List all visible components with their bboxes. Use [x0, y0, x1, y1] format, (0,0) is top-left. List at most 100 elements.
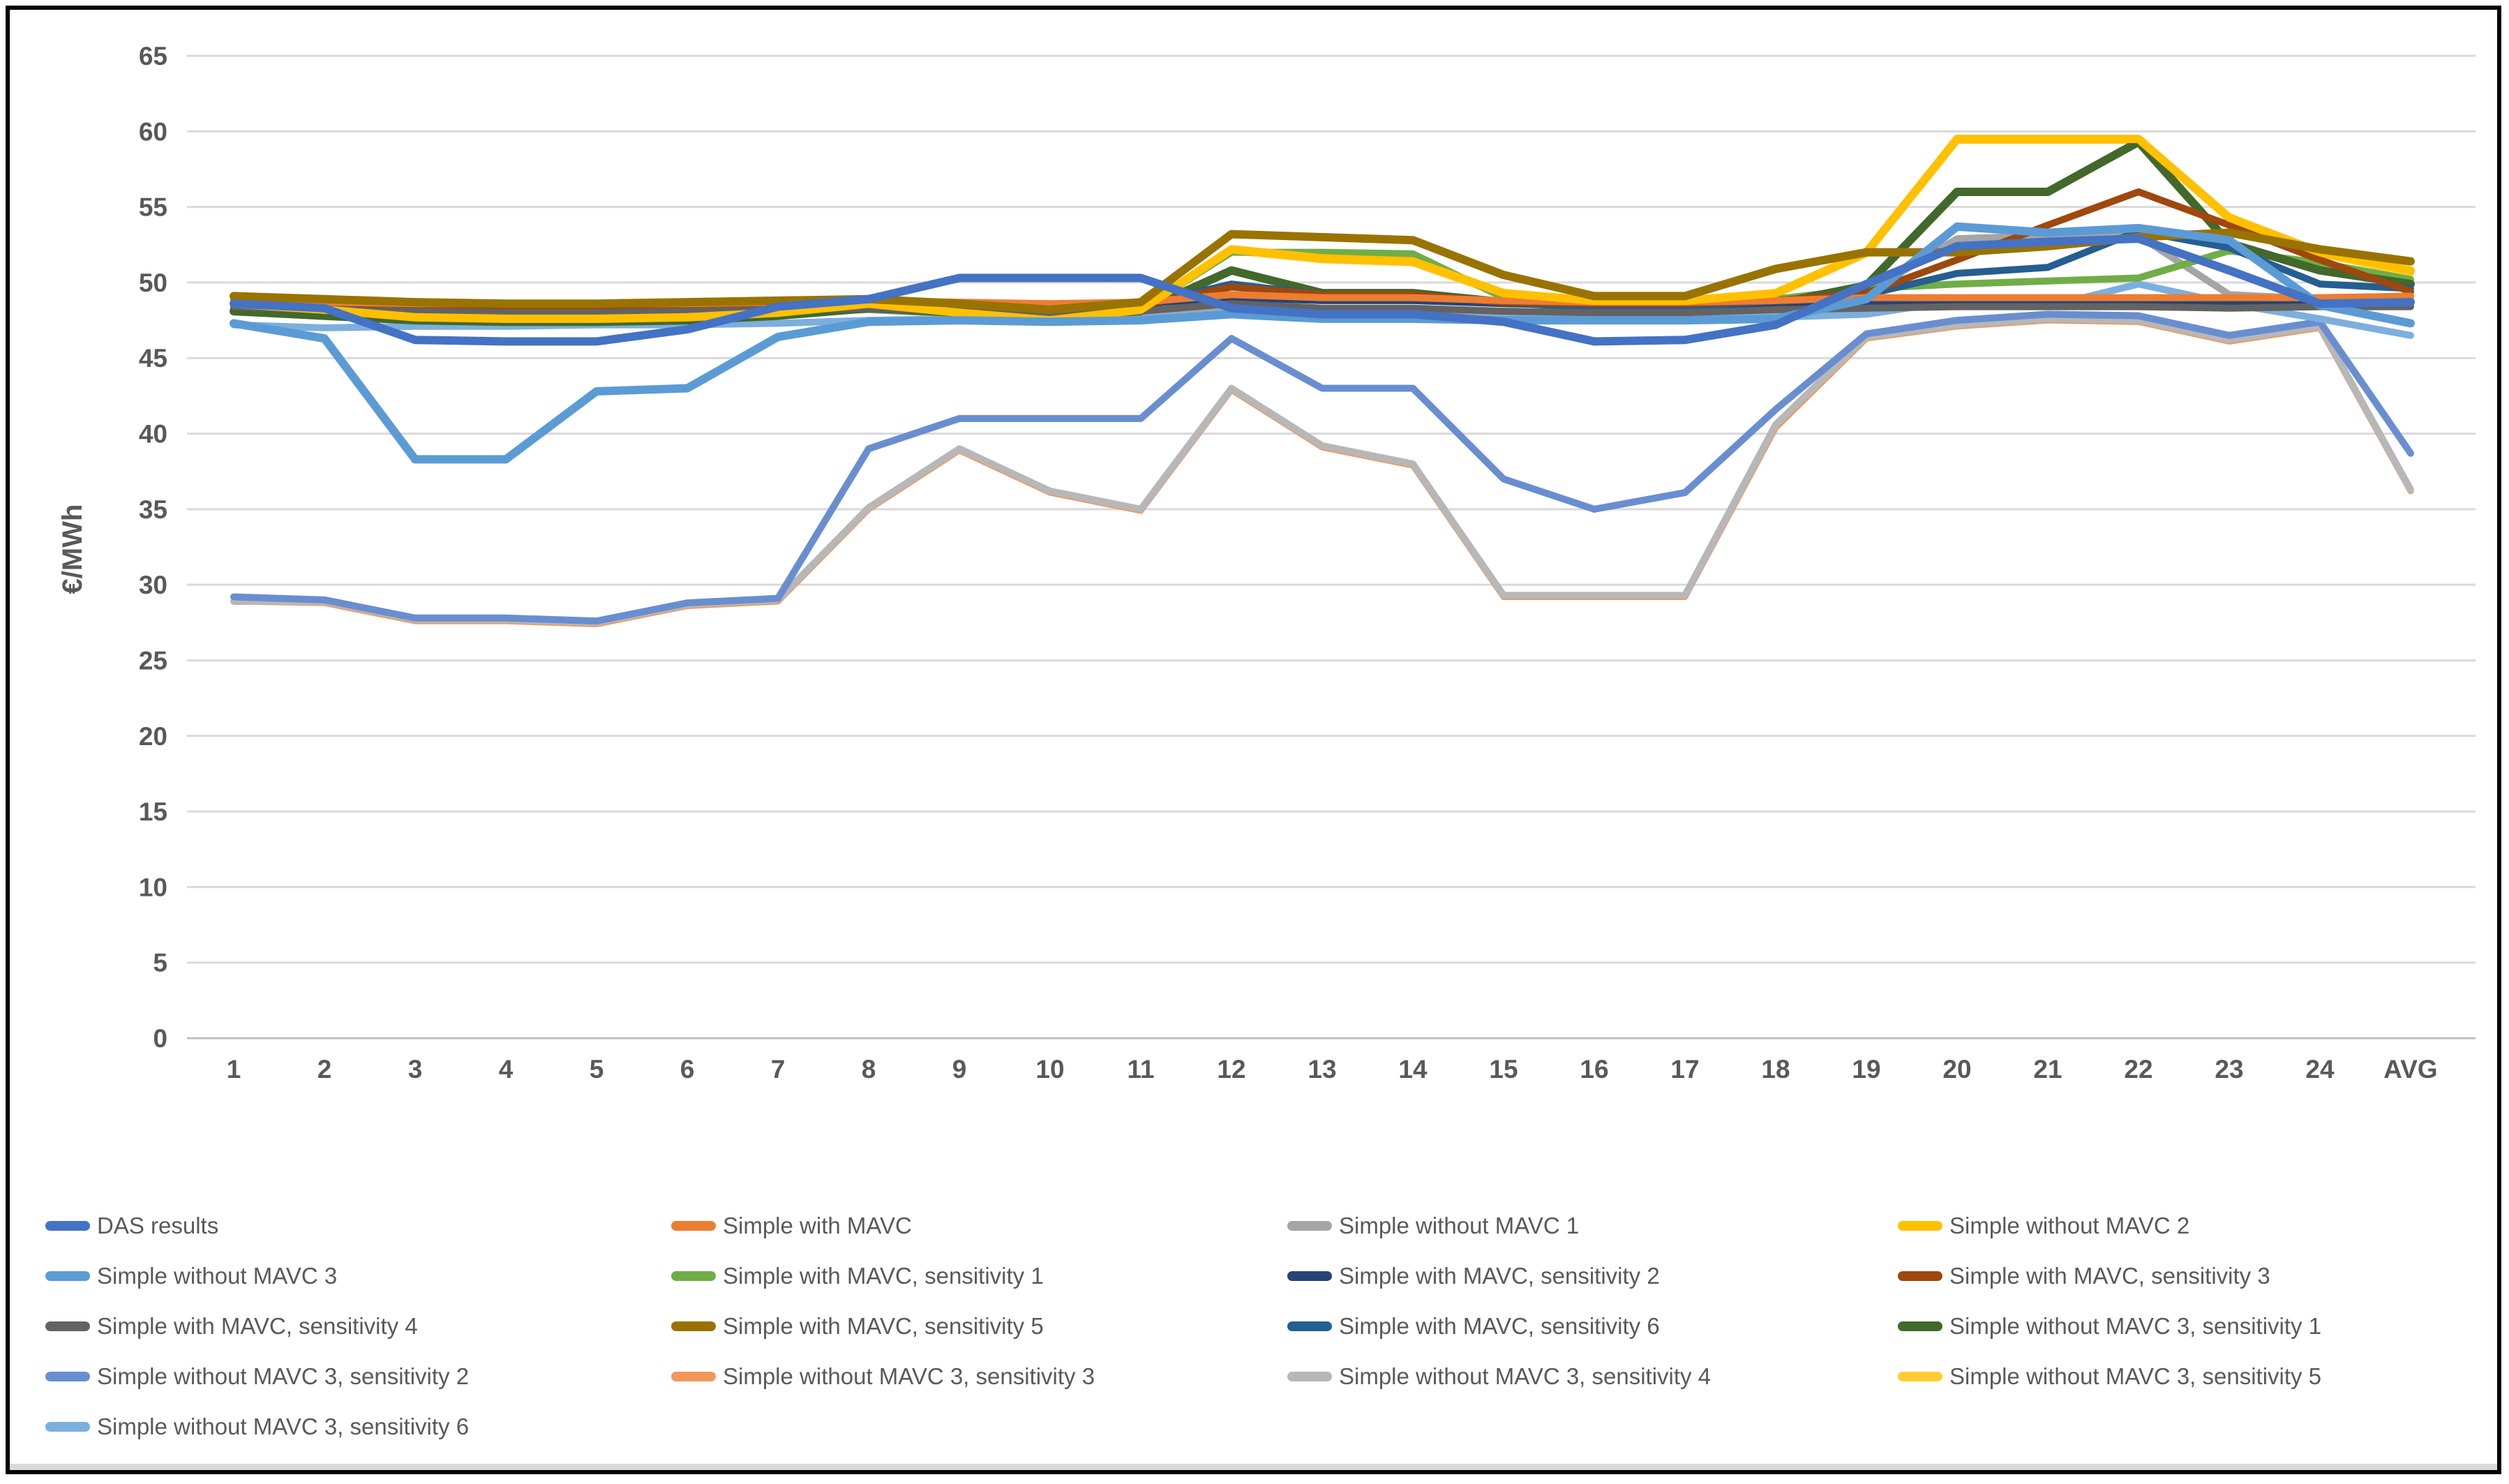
- series-line: [230, 222, 2415, 464]
- legend-swatch: [45, 1422, 90, 1432]
- legend-item: Simple without MAVC 3, sensitivity 1: [1898, 1312, 2321, 1340]
- x-tick-label: 24: [2305, 1055, 2335, 1084]
- x-tick-label: 9: [952, 1055, 967, 1084]
- legend-item: Simple with MAVC, sensitivity 6: [1287, 1312, 1660, 1340]
- x-tick-label: 10: [1035, 1055, 1064, 1084]
- legend-label: Simple with MAVC, sensitivity 2: [1339, 1263, 1660, 1289]
- legend-label: Simple with MAVC, sensitivity 4: [97, 1313, 418, 1339]
- y-tick-label: 10: [139, 873, 167, 901]
- y-tick-label: 20: [139, 722, 167, 751]
- x-tick-label: 2: [317, 1055, 332, 1084]
- y-tick-label: 65: [139, 42, 167, 70]
- legend-label: Simple without MAVC 3, sensitivity 5: [1949, 1363, 2322, 1389]
- legend-swatch: [1287, 1271, 1332, 1281]
- y-tick-label: 30: [139, 571, 167, 599]
- legend-swatch: [45, 1372, 90, 1381]
- legend-swatch: [1898, 1321, 1942, 1331]
- series-line: [230, 234, 2415, 346]
- x-tick-label: 6: [680, 1055, 695, 1084]
- x-tick-label: 5: [590, 1055, 604, 1084]
- y-tick-label: 40: [139, 420, 167, 449]
- legend-label: Simple without MAVC 3, sensitivity 3: [723, 1363, 1095, 1389]
- legend-item: Simple without MAVC 2: [1898, 1212, 2189, 1240]
- legend-item: Simple without MAVC 3: [45, 1262, 337, 1290]
- y-tick-label: 50: [139, 269, 167, 297]
- legend-swatch: [45, 1321, 90, 1331]
- legend-label: Simple without MAVC 3, sensitivity 6: [97, 1414, 470, 1439]
- y-tick-label: 55: [139, 193, 167, 222]
- y-tick-label: 0: [153, 1024, 167, 1053]
- series-line: [230, 135, 2415, 325]
- legend-swatch: [1287, 1321, 1332, 1331]
- x-tick-label: 23: [2215, 1055, 2243, 1084]
- x-tick-label: 7: [771, 1055, 786, 1084]
- legend-label: Simple with MAVC, sensitivity 3: [1949, 1263, 2270, 1289]
- x-tick-label: AVG: [2383, 1055, 2437, 1084]
- legend-swatch: [671, 1221, 716, 1231]
- legend-item: DAS results: [45, 1212, 218, 1240]
- legend-label: Simple without MAVC 1: [1339, 1213, 1580, 1238]
- legend-item: Simple with MAVC, sensitivity 1: [671, 1262, 1044, 1290]
- legend-swatch: [45, 1271, 90, 1281]
- y-tick-label: 35: [139, 495, 167, 524]
- x-tick-label: 16: [1580, 1055, 1608, 1084]
- y-tick-label: 15: [139, 797, 167, 826]
- series-line: [230, 228, 2415, 314]
- x-tick-label: 15: [1489, 1055, 1518, 1084]
- x-tick-label: 1: [227, 1055, 241, 1084]
- legend-label: Simple without MAVC 3, sensitivity 1: [1949, 1313, 2322, 1339]
- legend-label: Simple with MAVC, sensitivity 5: [723, 1313, 1044, 1339]
- x-tick-label: 8: [862, 1055, 876, 1084]
- legend-label: Simple without MAVC 3, sensitivity 2: [97, 1363, 470, 1389]
- legend-swatch: [1898, 1221, 1942, 1231]
- legend-swatch: [671, 1321, 716, 1331]
- legend-label: Simple with MAVC: [723, 1213, 912, 1238]
- series-line: [230, 310, 2414, 625]
- legend-item: Simple without MAVC 1: [1287, 1212, 1579, 1240]
- x-tick-label: 13: [1308, 1055, 1336, 1084]
- y-tick-label: 60: [139, 117, 167, 146]
- x-tick-label: 20: [1942, 1055, 1971, 1084]
- legend-item: Simple without MAVC 3, sensitivity 5: [1898, 1363, 2321, 1391]
- legend-item: Simple without MAVC 3, sensitivity 4: [1287, 1363, 1711, 1391]
- legend-item: Simple with MAVC, sensitivity 4: [45, 1312, 418, 1340]
- y-tick-label: 5: [153, 949, 167, 977]
- legend-swatch: [671, 1271, 716, 1281]
- plot-area: [230, 135, 2415, 627]
- legend-swatch: [45, 1221, 90, 1231]
- x-tick-label: 22: [2124, 1055, 2152, 1084]
- x-axis-tick-labels: 1 2 3 4 5 6 7 8 9 10 11 12 13 14 15 16 17 18 19 20 21 22 23 24 A…: [227, 1055, 2438, 1084]
- x-tick-label: 14: [1398, 1055, 1428, 1084]
- series-line: [230, 300, 2414, 318]
- y-tick-label: 45: [139, 344, 167, 373]
- legend-item: Simple without MAVC 3, sensitivity 3: [671, 1363, 1095, 1391]
- legend-swatch: [1898, 1271, 1942, 1281]
- legend-label: Simple without MAVC 2: [1949, 1213, 2190, 1238]
- y-tick-label: 25: [139, 646, 167, 675]
- x-tick-label: 19: [1852, 1055, 1880, 1084]
- legend-label: DAS results: [97, 1213, 219, 1238]
- legend-label: Simple with MAVC, sensitivity 6: [1339, 1313, 1660, 1339]
- legend-item: Simple with MAVC: [671, 1212, 912, 1240]
- x-tick-label: 21: [2033, 1055, 2062, 1084]
- x-tick-label: 18: [1761, 1055, 1790, 1084]
- legend-item: Simple with MAVC, sensitivity 3: [1898, 1262, 2270, 1290]
- y-axis-tick-labels: 0 5 10 15 20 25 30 35 40 45 50 55 60 65: [139, 42, 167, 1053]
- legend-item: Simple with MAVC, sensitivity 5: [671, 1312, 1044, 1340]
- legend-swatch: [1287, 1372, 1332, 1381]
- x-tick-label: 12: [1217, 1055, 1245, 1084]
- x-tick-label: 3: [408, 1055, 423, 1084]
- legend-item: Simple with MAVC, sensitivity 2: [1287, 1262, 1660, 1290]
- legend-item: Simple without MAVC 3, sensitivity 6: [45, 1413, 469, 1441]
- x-tick-label: 17: [1670, 1055, 1699, 1084]
- x-tick-label: 4: [499, 1055, 514, 1084]
- legend-label: Simple with MAVC, sensitivity 1: [723, 1263, 1044, 1289]
- legend-item: Simple without MAVC 3, sensitivity 2: [45, 1363, 469, 1391]
- frame-bottom-shade: [10, 1464, 2497, 1470]
- legend-swatch: [1898, 1372, 1942, 1381]
- legend-swatch: [1287, 1221, 1332, 1231]
- legend-label: Simple without MAVC 3, sensitivity 4: [1339, 1363, 1712, 1389]
